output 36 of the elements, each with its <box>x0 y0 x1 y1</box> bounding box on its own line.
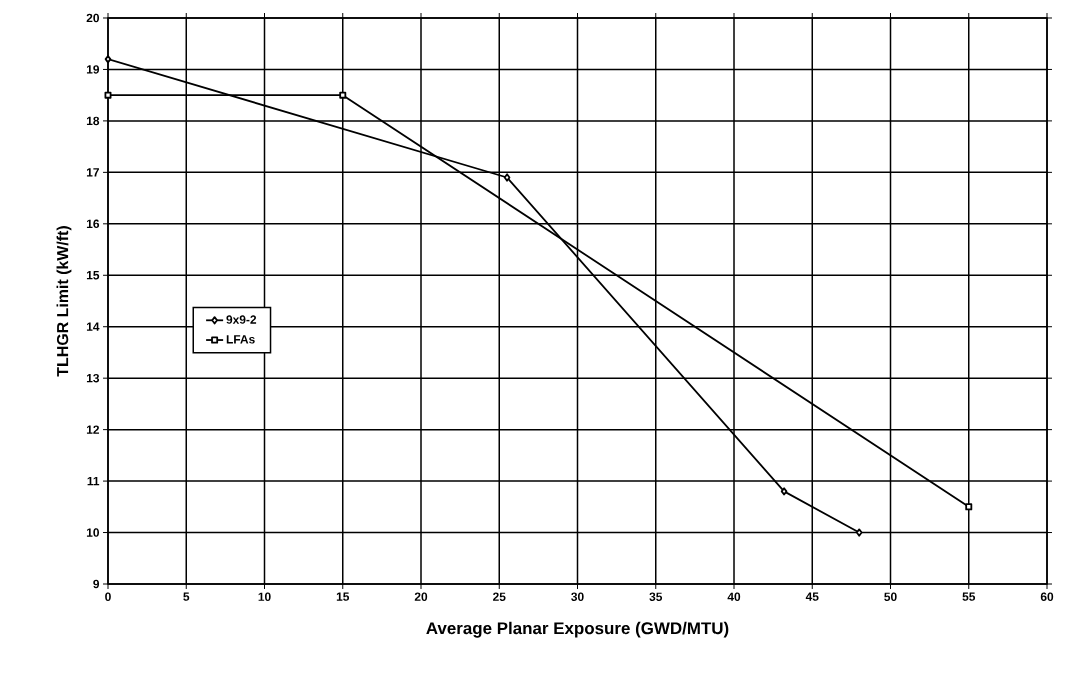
y-tick-label: 17 <box>86 168 99 177</box>
x-tick-label: 50 <box>884 592 897 601</box>
point <box>855 528 863 537</box>
x-tick-label: 30 <box>571 592 584 601</box>
point <box>503 173 511 182</box>
x-tick-label: 15 <box>336 592 350 601</box>
x-tick-label: 0 <box>105 592 111 601</box>
point <box>965 503 973 511</box>
x-tick-label: 5 <box>183 592 190 601</box>
y-tick-label: 16 <box>86 219 100 229</box>
x-tick-label: 45 <box>805 592 819 601</box>
point <box>339 91 347 99</box>
x-tick-label: 10 <box>258 592 271 601</box>
x-tick-label: 25 <box>493 592 506 601</box>
y-tick-label: 15 <box>86 271 100 280</box>
y-tick-label: 12 <box>86 425 100 434</box>
x-tick-label: 40 <box>727 592 741 601</box>
y-tick-label: 11 <box>87 476 100 486</box>
y-tick-label: 18 <box>86 116 100 126</box>
legend-label: LFAs <box>226 335 255 344</box>
point <box>780 487 788 496</box>
y-axis-title: TLHGR Limit (kW/ft) <box>56 226 72 377</box>
point <box>104 91 112 99</box>
x-tick-label: 35 <box>649 592 663 601</box>
y-tick-label: 9 <box>93 579 100 589</box>
x-tick-label: 55 <box>962 592 976 601</box>
y-tick-label: 10 <box>86 528 99 537</box>
y-tick-label: 19 <box>86 65 100 74</box>
y-tick-label: 13 <box>86 373 100 383</box>
x-tick-label: 60 <box>1040 592 1054 601</box>
y-tick-label: 14 <box>86 322 100 331</box>
point <box>104 55 112 64</box>
x-axis-title: Average Planar Exposure (GWD/MTU) <box>426 621 729 638</box>
legend-label: 9x9-2 <box>226 315 257 324</box>
y-tick-label: 20 <box>86 13 99 23</box>
x-tick-label: 20 <box>414 592 428 601</box>
